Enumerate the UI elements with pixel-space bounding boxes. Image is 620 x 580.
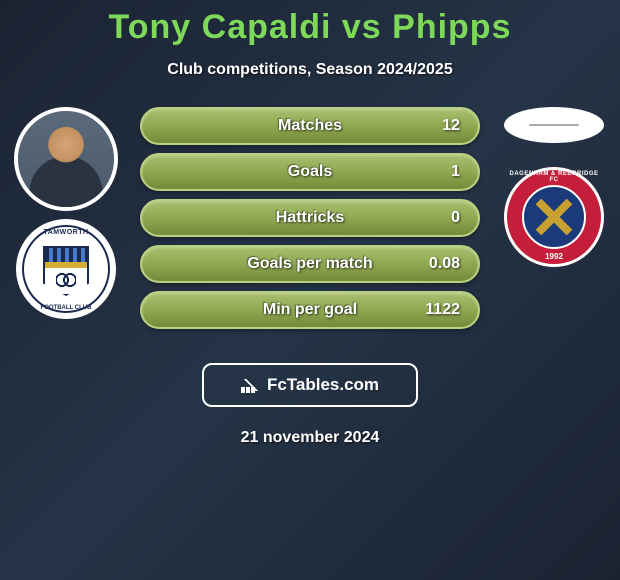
stat-bar: Goals 1	[140, 153, 480, 191]
badge-cross-icon	[536, 199, 573, 236]
page-subtitle: Club competitions, Season 2024/2025	[0, 61, 620, 79]
badge-inner	[522, 185, 586, 249]
stat-label: Matches	[278, 117, 342, 135]
badge-ring-text: DAGENHAM & REDBRIDGE FC	[504, 171, 604, 183]
badge-text-top: TAMWORTH	[43, 229, 88, 236]
player-avatar-right-placeholder	[504, 107, 604, 143]
stat-bar: Min per goal 1122	[140, 291, 480, 329]
snapshot-date: 21 november 2024	[0, 429, 620, 447]
stat-label: Min per goal	[263, 301, 357, 319]
chart-icon	[241, 377, 261, 393]
stat-value-right: 1122	[425, 301, 460, 319]
stat-bar: Matches 12	[140, 107, 480, 145]
stat-value-right: 12	[442, 117, 460, 135]
badge-knot	[56, 272, 76, 288]
left-column: TAMWORTH FOOTBALL CLUB	[6, 107, 126, 347]
right-column: DAGENHAM & REDBRIDGE FC 1992	[494, 107, 614, 347]
stat-label: Goals per match	[247, 255, 372, 273]
stat-value-right: 0	[451, 209, 460, 227]
stat-label: Goals	[288, 163, 332, 181]
badge-year: 1992	[545, 252, 563, 261]
stat-bar: Goals per match 0.08	[140, 245, 480, 283]
page-title: Tony Capaldi vs Phipps	[0, 0, 620, 47]
stat-value-right: 0.08	[429, 255, 460, 273]
stat-label: Hattricks	[276, 209, 344, 227]
brand-text: FcTables.com	[267, 375, 379, 395]
badge-text-bottom: FOOTBALL CLUB	[41, 305, 92, 311]
club-badge-dagenham: DAGENHAM & REDBRIDGE FC 1992	[504, 167, 604, 267]
player-avatar-left	[14, 107, 118, 211]
stat-bar: Hattricks 0	[140, 199, 480, 237]
avatar-placeholder	[18, 111, 114, 207]
comparison-content: TAMWORTH FOOTBALL CLUB DAGENHAM & REDBRI…	[0, 107, 620, 347]
brand-pill[interactable]: FcTables.com	[202, 363, 418, 407]
club-badge-tamworth: TAMWORTH FOOTBALL CLUB	[16, 219, 116, 319]
stat-value-right: 1	[451, 163, 460, 181]
stat-bars: Matches 12 Goals 1 Hattricks 0 Goals per…	[140, 107, 480, 337]
